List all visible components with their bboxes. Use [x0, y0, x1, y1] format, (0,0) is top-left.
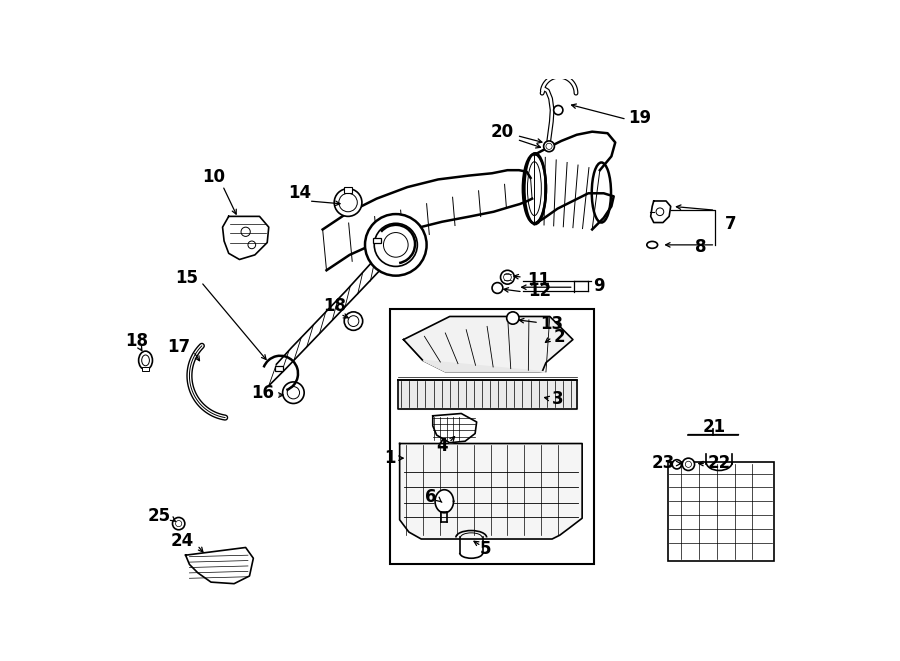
Text: 20: 20 — [491, 123, 514, 141]
Text: 1: 1 — [384, 449, 396, 467]
Circle shape — [374, 223, 418, 266]
Bar — [344, 187, 352, 192]
Text: 12: 12 — [528, 282, 552, 300]
Polygon shape — [400, 444, 582, 539]
Text: 19: 19 — [628, 109, 652, 127]
Bar — [668, 462, 774, 561]
Bar — [391, 309, 595, 564]
Circle shape — [344, 312, 363, 330]
Polygon shape — [433, 414, 477, 443]
Circle shape — [383, 233, 408, 257]
Text: 22: 22 — [707, 454, 731, 472]
Ellipse shape — [647, 241, 658, 249]
Text: 6: 6 — [425, 488, 436, 506]
Polygon shape — [423, 360, 546, 372]
Text: 21: 21 — [702, 418, 725, 436]
Polygon shape — [435, 490, 454, 513]
Text: 17: 17 — [167, 338, 190, 356]
Text: 7: 7 — [725, 215, 737, 233]
Text: 9: 9 — [593, 277, 605, 295]
Text: 5: 5 — [480, 540, 491, 558]
Text: 13: 13 — [541, 315, 563, 333]
Circle shape — [500, 270, 515, 284]
Circle shape — [554, 106, 562, 115]
Text: 16: 16 — [251, 383, 274, 402]
Polygon shape — [222, 216, 269, 260]
Circle shape — [283, 382, 304, 403]
Text: 10: 10 — [202, 168, 225, 186]
Text: 25: 25 — [148, 507, 171, 525]
Polygon shape — [403, 317, 573, 372]
Polygon shape — [185, 547, 254, 584]
Text: 18: 18 — [125, 332, 148, 350]
Circle shape — [492, 283, 503, 293]
Text: 14: 14 — [288, 184, 311, 202]
Text: 4: 4 — [436, 437, 447, 455]
Circle shape — [173, 518, 184, 529]
Circle shape — [544, 141, 554, 152]
Text: 15: 15 — [175, 269, 198, 287]
Bar — [274, 366, 283, 371]
Text: 18: 18 — [323, 297, 346, 315]
Bar — [141, 368, 149, 371]
Circle shape — [338, 193, 357, 212]
Circle shape — [365, 214, 427, 276]
Text: 3: 3 — [552, 390, 563, 408]
Text: 11: 11 — [526, 270, 550, 288]
Ellipse shape — [139, 351, 152, 369]
Circle shape — [682, 458, 695, 471]
Text: 8: 8 — [695, 238, 707, 256]
Circle shape — [672, 459, 681, 469]
Text: 2: 2 — [554, 329, 565, 346]
Text: 23: 23 — [652, 454, 675, 472]
Circle shape — [507, 312, 519, 324]
Polygon shape — [398, 379, 577, 409]
Circle shape — [334, 188, 362, 216]
Text: 24: 24 — [171, 532, 194, 551]
Bar — [374, 238, 382, 243]
Polygon shape — [651, 201, 670, 223]
